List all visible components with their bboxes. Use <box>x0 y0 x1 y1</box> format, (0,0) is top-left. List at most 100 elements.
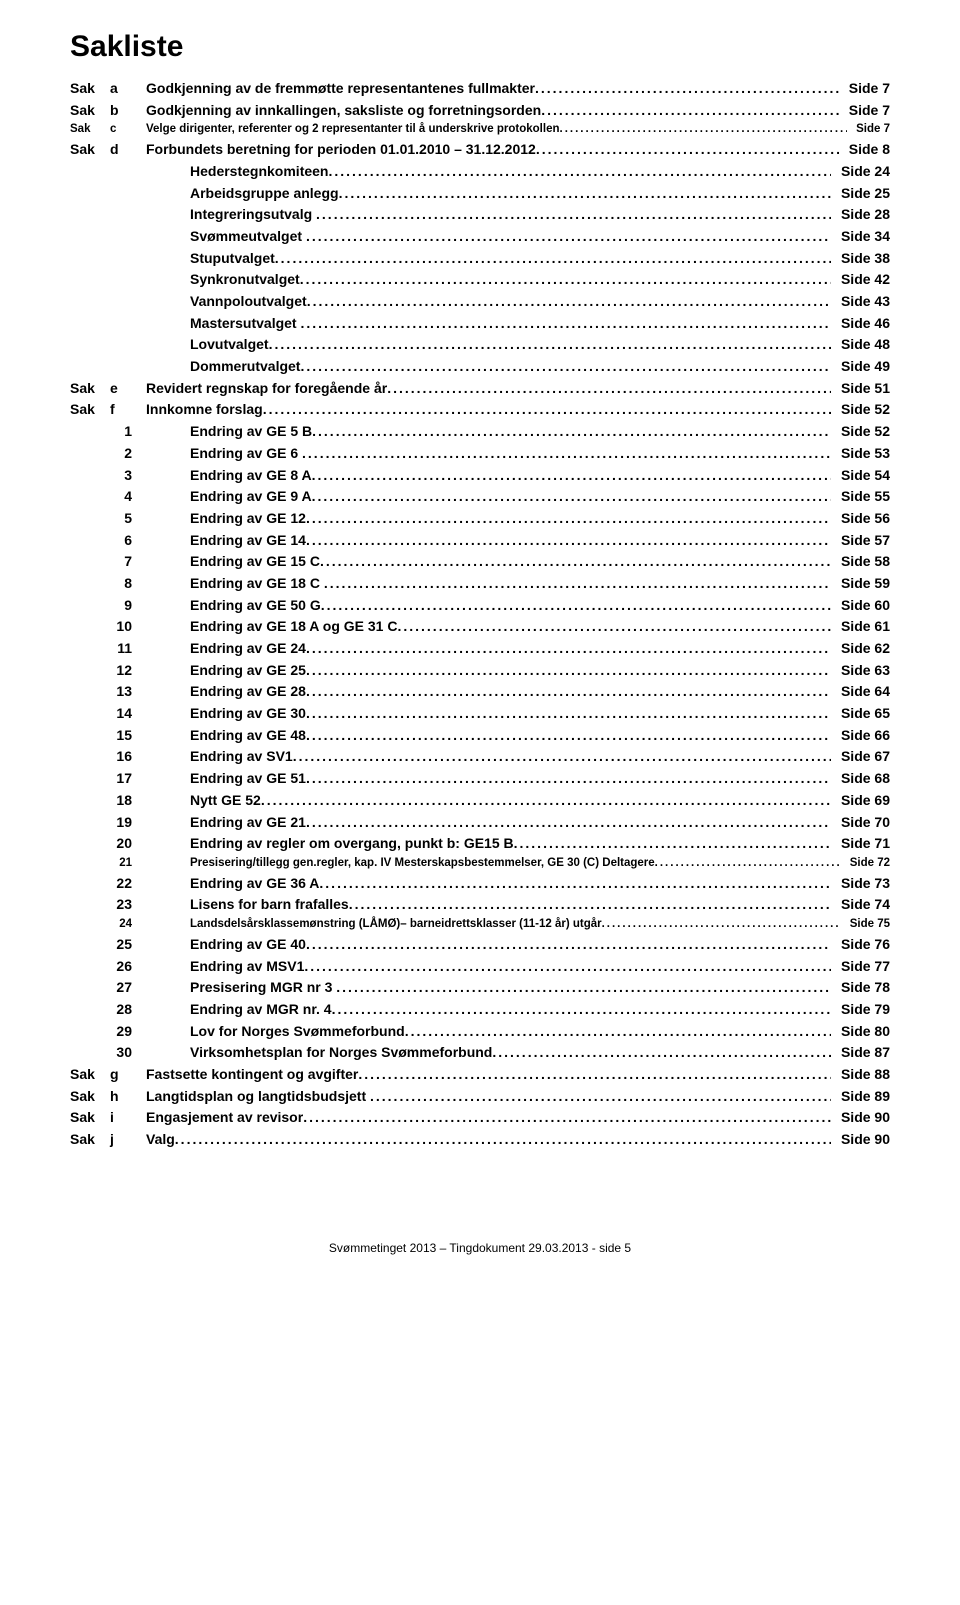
page-ref: Side 8 <box>839 139 890 161</box>
toc-row: 15Endring av GE 48 Side 66 <box>70 725 890 747</box>
toc-row: SakgFastsette kontingent og avgifter Sid… <box>70 1064 890 1086</box>
toc-row: 8Endring av GE 18 C Side 59 <box>70 573 890 595</box>
leader-dots <box>306 508 831 530</box>
toc-label: Endring av GE 5 B <box>190 421 312 443</box>
page-ref: Side 62 <box>831 638 890 660</box>
page-ref: Side 70 <box>831 812 890 834</box>
page-ref: Side 46 <box>831 313 890 335</box>
page-title: Sakliste <box>70 30 890 64</box>
page-ref: Side 90 <box>831 1107 890 1129</box>
leader-dots <box>306 681 831 703</box>
page-ref: Side 64 <box>831 681 890 703</box>
toc-label: Vannpoloutvalget <box>190 291 307 313</box>
leader-dots <box>293 746 831 768</box>
page-ref: Side 38 <box>831 248 890 270</box>
page-ref: Side 72 <box>841 855 890 873</box>
toc-label: Godkjenning av de fremmøtte representant… <box>146 78 535 100</box>
leader-dots <box>275 248 831 270</box>
toc-row: 4Endring av GE 9 A Side 55 <box>70 486 890 508</box>
sak-code: i <box>110 1107 146 1129</box>
sak-code: j <box>110 1129 146 1151</box>
toc-label: Svømmeutvalget <box>190 226 306 248</box>
leader-dots <box>339 183 832 205</box>
toc-row: Dommerutvalget Side 49 <box>70 356 890 378</box>
page-ref: Side 51 <box>831 378 890 400</box>
leader-dots <box>306 660 831 682</box>
toc-row: Integreringsutvalg Side 28 <box>70 204 890 226</box>
toc-row: 9Endring av GE 50 G Side 60 <box>70 595 890 617</box>
leader-dots <box>300 356 831 378</box>
toc-label: Synkronutvalget <box>190 269 300 291</box>
toc-label: Endring av GE 24 <box>190 638 306 660</box>
leader-dots <box>263 399 831 421</box>
toc-label: Virksomhetsplan for Norges Svømmeforbund <box>190 1042 492 1064</box>
toc-row: Svømmeutvalget Side 34 <box>70 226 890 248</box>
leader-dots <box>492 1042 831 1064</box>
toc-row: SakbGodkjenning av innkallingen, sakslis… <box>70 100 890 122</box>
toc-label: Valg <box>146 1129 175 1151</box>
page-ref: Side 74 <box>831 894 890 916</box>
toc-label: Endring av GE 48 <box>190 725 306 747</box>
page-ref: Side 79 <box>831 999 890 1021</box>
toc-label: Langtidsplan og langtidsbudsjett <box>146 1086 370 1108</box>
item-number: 28 <box>110 999 146 1021</box>
toc-row: 7Endring av GE 15 C Side 58 <box>70 551 890 573</box>
leader-dots <box>306 768 831 790</box>
page-ref: Side 69 <box>831 790 890 812</box>
toc-row: Vannpoloutvalget Side 43 <box>70 291 890 313</box>
toc-row: 29Lov for Norges Svømmeforbund Side 80 <box>70 1021 890 1043</box>
toc-row: 20Endring av regler om overgang, punkt b… <box>70 833 890 855</box>
toc-label: Presisering/tillegg gen.regler, kap. IV … <box>190 855 655 873</box>
page-ref: Side 73 <box>831 873 890 895</box>
page-ref: Side 54 <box>831 465 890 487</box>
item-number: 9 <box>110 595 146 617</box>
toc-label: Endring av SV1 <box>190 746 293 768</box>
toc-label: Endring av GE 14 <box>190 530 306 552</box>
toc-row: 2Endring av GE 6 Side 53 <box>70 443 890 465</box>
leader-dots <box>306 812 831 834</box>
toc-row: 21Presisering/tillegg gen.regler, kap. I… <box>70 855 890 873</box>
toc-label: Endring av GE 51 <box>190 768 306 790</box>
toc-row: 11Endring av GE 24 Side 62 <box>70 638 890 660</box>
page-ref: Side 55 <box>831 486 890 508</box>
toc-label: Endring av GE 50 G <box>190 595 321 617</box>
toc-label: Dommerutvalget <box>190 356 300 378</box>
page-ref: Side 89 <box>831 1086 890 1108</box>
toc-row: SakaGodkjenning av de fremmøtte represen… <box>70 78 890 100</box>
sak-prefix: Sak <box>70 1129 110 1151</box>
page-ref: Side 43 <box>831 291 890 313</box>
item-number: 2 <box>110 443 146 465</box>
page-ref: Side 77 <box>831 956 890 978</box>
toc-row: SakiEngasjement av revisor Side 90 <box>70 1107 890 1129</box>
leader-dots <box>300 269 831 291</box>
toc-label: Lov for Norges Svømmeforbund <box>190 1021 405 1043</box>
sak-prefix: Sak <box>70 121 110 139</box>
toc-row: 5Endring av GE 12 Side 56 <box>70 508 890 530</box>
page-ref: Side 25 <box>831 183 890 205</box>
toc-row: 1Endring av GE 5 B Side 52 <box>70 421 890 443</box>
toc-row: 14Endring av GE 30 Side 65 <box>70 703 890 725</box>
toc-row: Lovutvalget Side 48 <box>70 334 890 356</box>
toc-label: Forbundets beretning for perioden 01.01.… <box>146 139 536 161</box>
leader-dots <box>349 894 831 916</box>
toc-row: 16Endring av SV1 Side 67 <box>70 746 890 768</box>
page-ref: Side 58 <box>831 551 890 573</box>
page-ref: Side 42 <box>831 269 890 291</box>
page-ref: Side 66 <box>831 725 890 747</box>
leader-dots <box>306 530 831 552</box>
sak-code: g <box>110 1064 146 1086</box>
item-number: 20 <box>110 833 146 855</box>
toc-row: 3Endring av GE 8 A Side 54 <box>70 465 890 487</box>
leader-dots <box>541 100 839 122</box>
item-number: 8 <box>110 573 146 595</box>
sak-code: h <box>110 1086 146 1108</box>
leader-dots <box>312 421 831 443</box>
toc-row: Mastersutvalget Side 46 <box>70 313 890 335</box>
toc-row: 23Lisens for barn frafalles Side 74 <box>70 894 890 916</box>
leader-dots <box>536 139 839 161</box>
toc-row: 27Presisering MGR nr 3 Side 78 <box>70 977 890 999</box>
toc-label: Endring av GE 30 <box>190 703 306 725</box>
page-ref: Side 76 <box>831 934 890 956</box>
sak-prefix: Sak <box>70 78 110 100</box>
toc-row: 26Endring av MSV1 Side 77 <box>70 956 890 978</box>
